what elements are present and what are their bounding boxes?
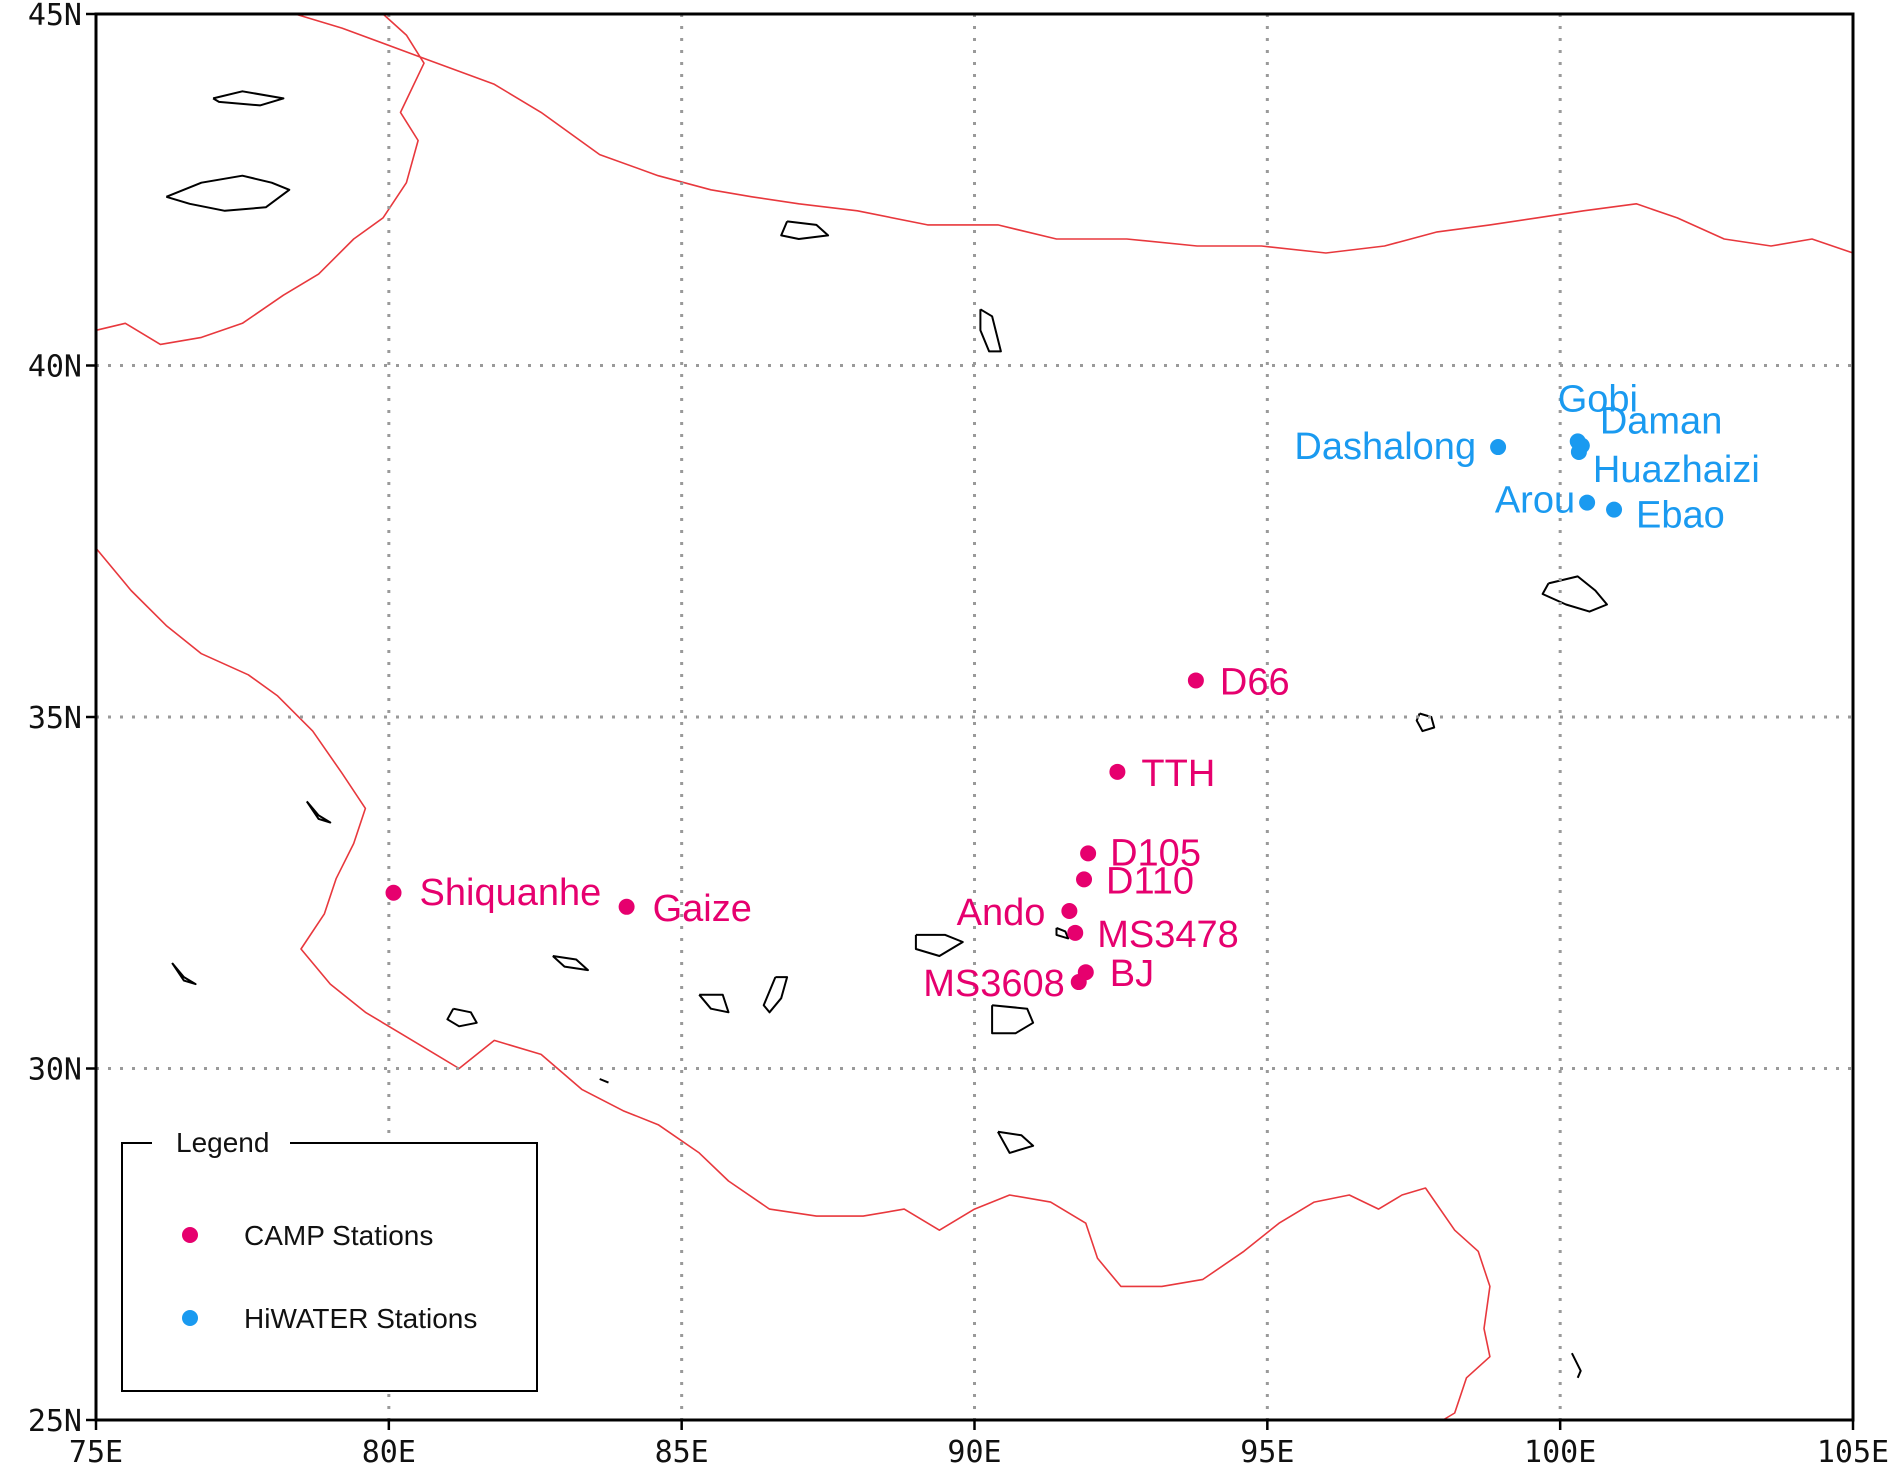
lake-outline: [780, 220, 830, 240]
station-label: BJ: [1110, 953, 1154, 995]
station-label: Dashalong: [1294, 426, 1476, 468]
station-marker: [1080, 845, 1097, 862]
legend-marker-hiwater: [182, 1310, 198, 1326]
x-tick-label: 100E: [1524, 1435, 1596, 1470]
lake-outline: [552, 955, 589, 972]
legend-entry-hiwater: HiWATER Stations: [244, 1303, 477, 1334]
lake-outline: [599, 1078, 609, 1084]
x-tick-label: 80E: [362, 1435, 416, 1470]
lake-outline: [1415, 712, 1436, 733]
lake-outline: [1571, 1352, 1582, 1379]
country-borders: [95, 13, 1854, 1421]
station-label: Ebao: [1636, 495, 1725, 537]
lake-outline: [305, 800, 332, 824]
x-tick-label: 90E: [947, 1435, 1001, 1470]
border-line: [294, 13, 1854, 254]
lake-outline: [1541, 575, 1608, 613]
station-label: Gobi: [1558, 378, 1638, 420]
legend-entry-camp: CAMP Stations: [244, 1220, 433, 1251]
y-tick-label: 40N: [28, 350, 82, 385]
station-label: D66: [1220, 661, 1290, 703]
station-label: Daman: [1600, 401, 1723, 443]
x-tick-label: 105E: [1817, 1435, 1889, 1470]
station-label: MS3608: [923, 963, 1065, 1005]
y-tick-label: 45N: [28, 0, 82, 33]
lake-outline: [997, 1130, 1035, 1154]
lake-outline: [1055, 926, 1070, 940]
station-label: MS3478: [1097, 914, 1239, 956]
station-marker: [1076, 871, 1093, 888]
station-marker: [385, 884, 402, 901]
station-marker: [1109, 763, 1126, 780]
lake-outline: [212, 90, 285, 107]
station-marker: [1070, 974, 1087, 991]
lake-outline: [698, 993, 730, 1014]
station-label: TTH: [1141, 753, 1215, 795]
border-line: [95, 13, 425, 346]
y-tick-label: 35N: [28, 701, 82, 736]
station-marker: [618, 898, 635, 915]
legend-box: Legend CAMP Stations HiWATER Stations: [121, 1127, 538, 1392]
station-label: Huazhaizi: [1593, 449, 1760, 491]
lat-lon-gridlines: [96, 14, 1853, 1420]
y-tick-label: 25N: [28, 1404, 82, 1439]
lake-outline: [991, 1004, 1035, 1035]
station-marker: [1570, 443, 1587, 460]
legend-marker-camp: [182, 1227, 198, 1243]
station-marker: [1061, 903, 1078, 920]
lake-outline: [979, 308, 1002, 353]
station-label: Shiquanhe: [420, 872, 602, 914]
lake-outline: [914, 933, 964, 957]
station-label: Gaize: [653, 888, 752, 930]
lake-outline: [171, 962, 197, 986]
station-marker: [1579, 494, 1596, 511]
lake-outline: [446, 1007, 478, 1028]
x-tick-label: 95E: [1240, 1435, 1294, 1470]
station-label: Arou: [1495, 480, 1575, 522]
station-marker: [1490, 439, 1507, 456]
legend-title: Legend: [176, 1127, 269, 1158]
station-label: D110: [1106, 860, 1194, 902]
station-label: Ando: [957, 892, 1046, 934]
x-tick-label: 75E: [69, 1435, 123, 1470]
y-tick-label: 30N: [28, 1053, 82, 1088]
station-label: D105: [1110, 832, 1201, 874]
lake-outline: [762, 976, 789, 1014]
station-marker: [1067, 924, 1084, 941]
border-line: [95, 547, 1491, 1421]
station-marker: [1606, 501, 1623, 518]
lake-outline: [165, 174, 291, 212]
station-marker: [1187, 672, 1204, 689]
x-tick-label: 85E: [655, 1435, 709, 1470]
axis-ticks: 75E 80E 85E 90E 95E 100E 105E 25N 30N 35N 40N 45N: [28, 0, 1889, 1470]
